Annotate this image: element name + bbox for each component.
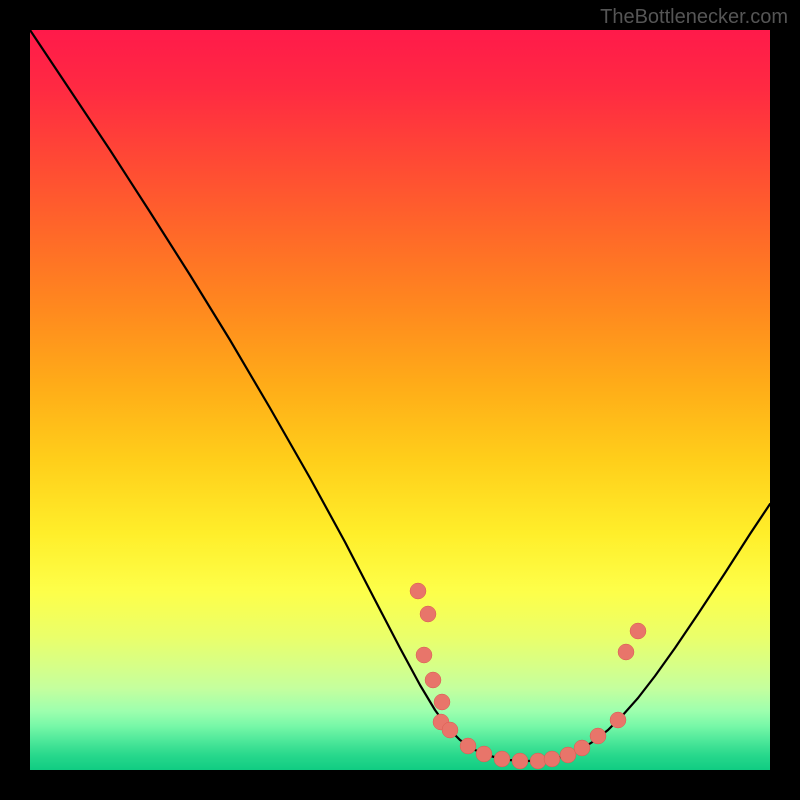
data-marker xyxy=(610,712,626,728)
watermark-text: TheBottlenecker.com xyxy=(600,6,788,29)
data-marker xyxy=(590,728,606,744)
data-marker xyxy=(416,647,432,663)
data-marker xyxy=(630,623,646,639)
data-marker xyxy=(512,753,528,769)
data-marker xyxy=(410,583,426,599)
data-marker xyxy=(442,722,458,738)
bottleneck-curve xyxy=(30,30,770,761)
data-marker xyxy=(476,746,492,762)
plot-area xyxy=(30,30,770,770)
data-marker xyxy=(434,694,450,710)
data-marker xyxy=(420,606,436,622)
data-marker xyxy=(574,740,590,756)
data-marker xyxy=(618,644,634,660)
data-marker xyxy=(425,672,441,688)
data-markers-group xyxy=(410,583,646,769)
data-marker xyxy=(460,738,476,754)
data-marker xyxy=(560,747,576,763)
data-marker xyxy=(530,753,546,769)
data-marker xyxy=(544,751,560,767)
data-marker xyxy=(494,751,510,767)
bottleneck-curve-layer xyxy=(30,30,770,770)
